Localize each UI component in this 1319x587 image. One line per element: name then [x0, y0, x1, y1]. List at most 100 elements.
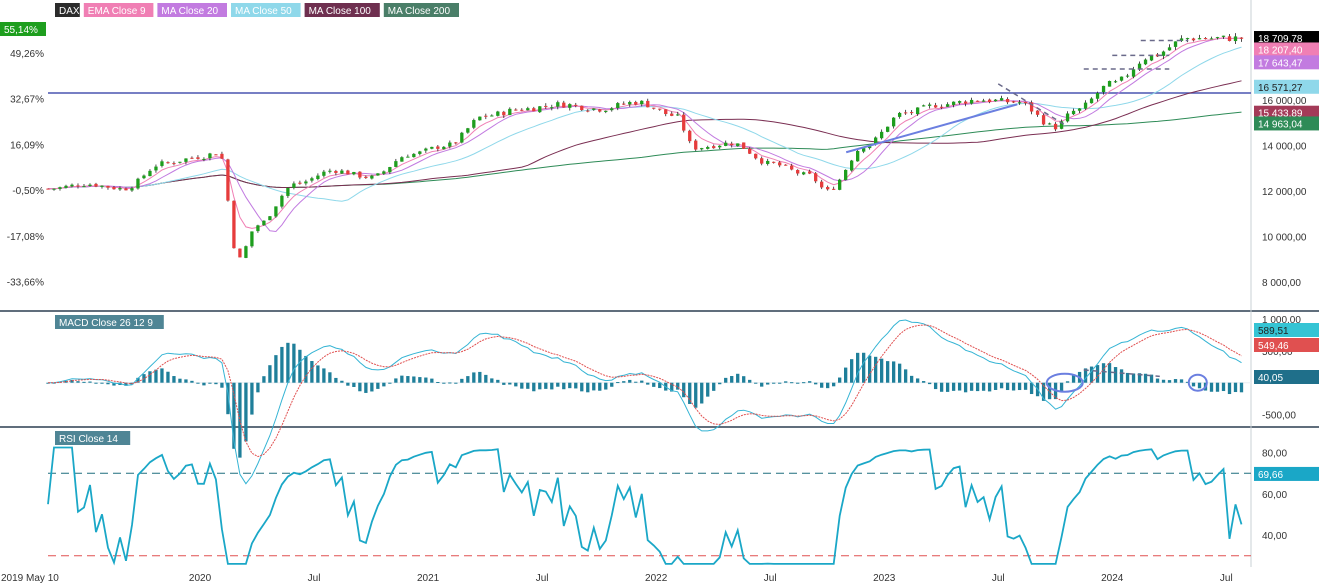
legend-item	[83, 3, 154, 17]
ema9-value-tag-box	[1254, 42, 1319, 57]
macd-histogram-bar	[634, 381, 638, 383]
macd-histogram-bar	[868, 355, 872, 383]
candle-body	[826, 187, 830, 190]
candle-body	[670, 113, 674, 116]
candle-body	[760, 158, 764, 164]
macd-histogram-bar	[909, 375, 914, 383]
candle-body	[796, 169, 800, 174]
macd-histogram-bar	[718, 382, 722, 385]
macd-histogram-bar	[550, 382, 554, 390]
candle-body	[658, 108, 662, 110]
legend[interactable]: DAX EMA Close 9 MA Close 20 MA Close 50 MA C…	[55, 3, 459, 445]
candle-body	[580, 105, 584, 111]
candle-body	[502, 111, 506, 116]
macd-histogram-bar	[796, 382, 800, 384]
macd-divergence-dashed	[1083, 369, 1160, 378]
candle-body	[682, 114, 686, 131]
macd-histogram-bar	[148, 371, 152, 383]
macd-histogram-bar	[999, 382, 1004, 389]
legend-label: MA Close 20	[161, 6, 218, 17]
candle-body	[993, 99, 998, 102]
macd-tick-label: -500,00	[1262, 410, 1296, 421]
candle-body	[568, 104, 572, 108]
macd-histogram-bar	[951, 382, 956, 391]
time-tick-label: 2020	[189, 573, 212, 584]
macd-histogram-bar	[448, 382, 452, 384]
macd-histogram-bar	[1143, 373, 1148, 383]
candle-body	[945, 104, 950, 107]
candle-body	[939, 106, 944, 108]
macd-histogram-bar	[112, 382, 116, 386]
legend-label: EMA Close 9	[88, 6, 146, 17]
candle-body	[921, 105, 926, 107]
macd-histogram-bar	[244, 382, 248, 442]
macd-histogram-bar	[454, 382, 458, 384]
candle-body	[418, 151, 422, 154]
macd-histogram-bar	[496, 379, 500, 383]
macd-histogram-bar	[706, 382, 710, 397]
candle-body	[981, 100, 986, 102]
candle-body	[742, 142, 746, 149]
candle-body	[640, 100, 644, 105]
macd-histogram-bar	[981, 382, 986, 391]
candle-body	[58, 187, 62, 189]
candle-body	[166, 162, 170, 164]
macd-histogram-bar	[544, 382, 548, 389]
macd-histogram-bar	[844, 367, 848, 383]
macd-histogram-bar	[879, 358, 884, 383]
ma100-line	[47, 80, 1242, 190]
candle-body	[178, 161, 182, 163]
candle-body	[292, 183, 296, 188]
macd-histogram-bar	[82, 381, 86, 383]
candle-body	[957, 101, 962, 103]
macd-histogram-bar	[856, 352, 860, 383]
macd-histogram-bar	[1119, 369, 1124, 383]
macd-histogram-bar	[1017, 382, 1022, 391]
macd-histogram-bar	[88, 381, 92, 383]
candle-body	[1191, 38, 1196, 41]
macd-histogram-bar	[1155, 378, 1160, 383]
candle-body	[999, 98, 1004, 101]
candle-body	[172, 163, 176, 165]
ema9-value-tag: 18 207,40	[1258, 45, 1303, 56]
candle-body	[100, 185, 104, 187]
macd-histogram-bar	[903, 369, 908, 383]
ma100-value-tag: 15 433,89	[1258, 109, 1303, 120]
candle-body	[748, 148, 752, 154]
histogram-value-tag: 40,05	[1258, 373, 1283, 384]
macd-histogram-bar	[885, 361, 890, 383]
candle-body	[76, 185, 80, 187]
candle-body	[879, 131, 884, 139]
macd-value-tag: 589,51	[1258, 326, 1289, 337]
candle-body	[975, 100, 980, 102]
macd-histogram-bar	[1083, 368, 1088, 383]
ma50-line	[47, 46, 1242, 202]
candle-body	[514, 109, 518, 111]
macd-histogram-bar	[400, 375, 404, 383]
candle-body	[1005, 98, 1010, 103]
candle-body	[724, 142, 728, 146]
macd-histogram-bar	[382, 382, 386, 387]
candle-body	[142, 175, 146, 179]
macd-histogram-bar	[730, 376, 734, 383]
macd-histogram-bar	[250, 382, 254, 415]
time-tick-label: 2021	[417, 573, 440, 584]
candle-body	[778, 162, 782, 166]
candle-body	[772, 161, 776, 163]
macd-panel-label-box	[55, 315, 164, 329]
ma50-value-tag: 16 571,27	[1258, 83, 1303, 94]
macd-histogram-bar	[430, 378, 434, 383]
macd-histogram-bar	[838, 377, 842, 383]
candle-body	[604, 110, 608, 112]
rsi-tick-label: 40,00	[1262, 531, 1287, 542]
macd-histogram-bar	[100, 382, 104, 384]
candle-body	[508, 108, 512, 116]
macd-histogram-bar	[1137, 373, 1142, 383]
candle-body	[280, 195, 284, 207]
grid	[0, 0, 1319, 567]
macd-histogram-bar	[778, 382, 782, 384]
candle-body	[1185, 38, 1190, 40]
candle-body	[562, 102, 566, 108]
legend-label: MA Close 200	[388, 6, 451, 17]
